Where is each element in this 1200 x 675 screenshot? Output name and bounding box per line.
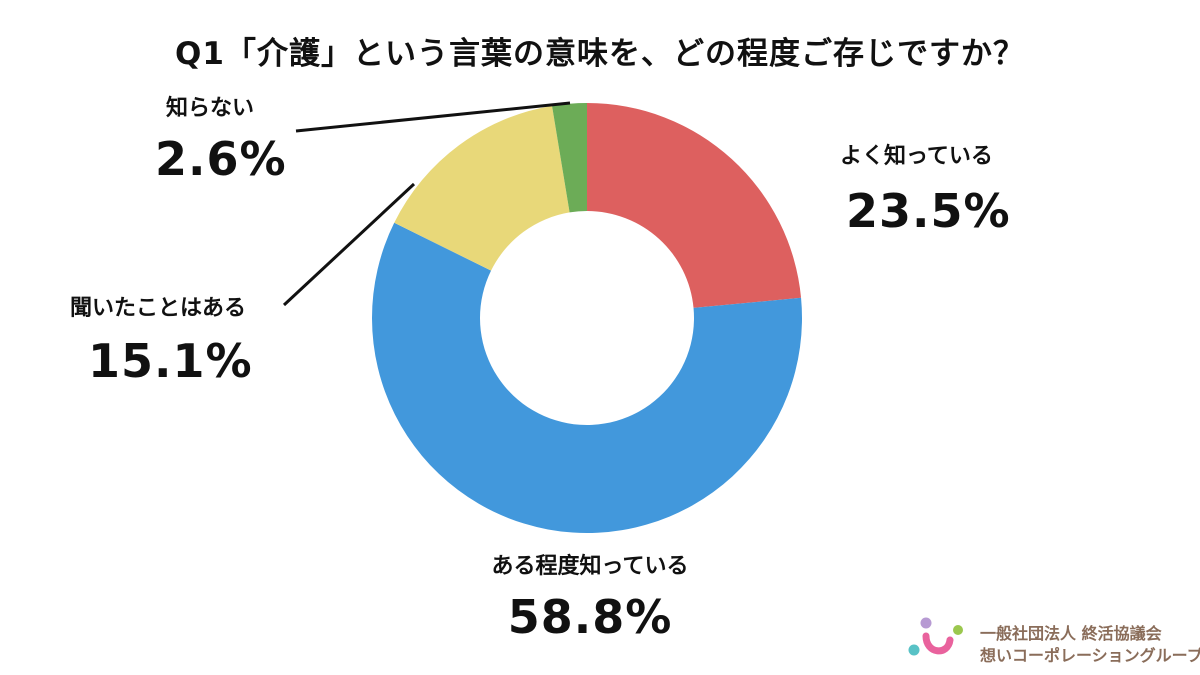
slice-value-unknown: 2.6% [155,132,287,186]
org-name-line2: 想いコーポレーショングループ [980,646,1200,665]
slice-unknown [552,103,587,213]
slice-value-somewhat-known: 58.8% [507,590,673,644]
leader-line-unknown [295,101,571,133]
slice-somewhat-known [372,222,802,533]
chart-title: Q1「介護」という言葉の意味を、どの程度ご存じですか？ [175,36,1025,72]
slice-heard-of [394,105,570,271]
slice-label-somewhat-known: ある程度知っている [491,554,689,579]
slice-label-well-known: よく知っている [840,144,993,169]
slice-label-unknown: 知らない [166,96,255,121]
slice-value-heard-of: 15.1% [88,334,253,388]
slice-well-known [587,103,802,308]
org-logo [908,617,963,656]
slice-label-heard-of: 聞いたことはある [70,296,247,321]
org-name-line1: 一般社団法人 終活協議会 [980,624,1162,643]
slice-value-well-known: 23.5% [846,184,1011,238]
leader-line-heard-of [282,182,416,307]
